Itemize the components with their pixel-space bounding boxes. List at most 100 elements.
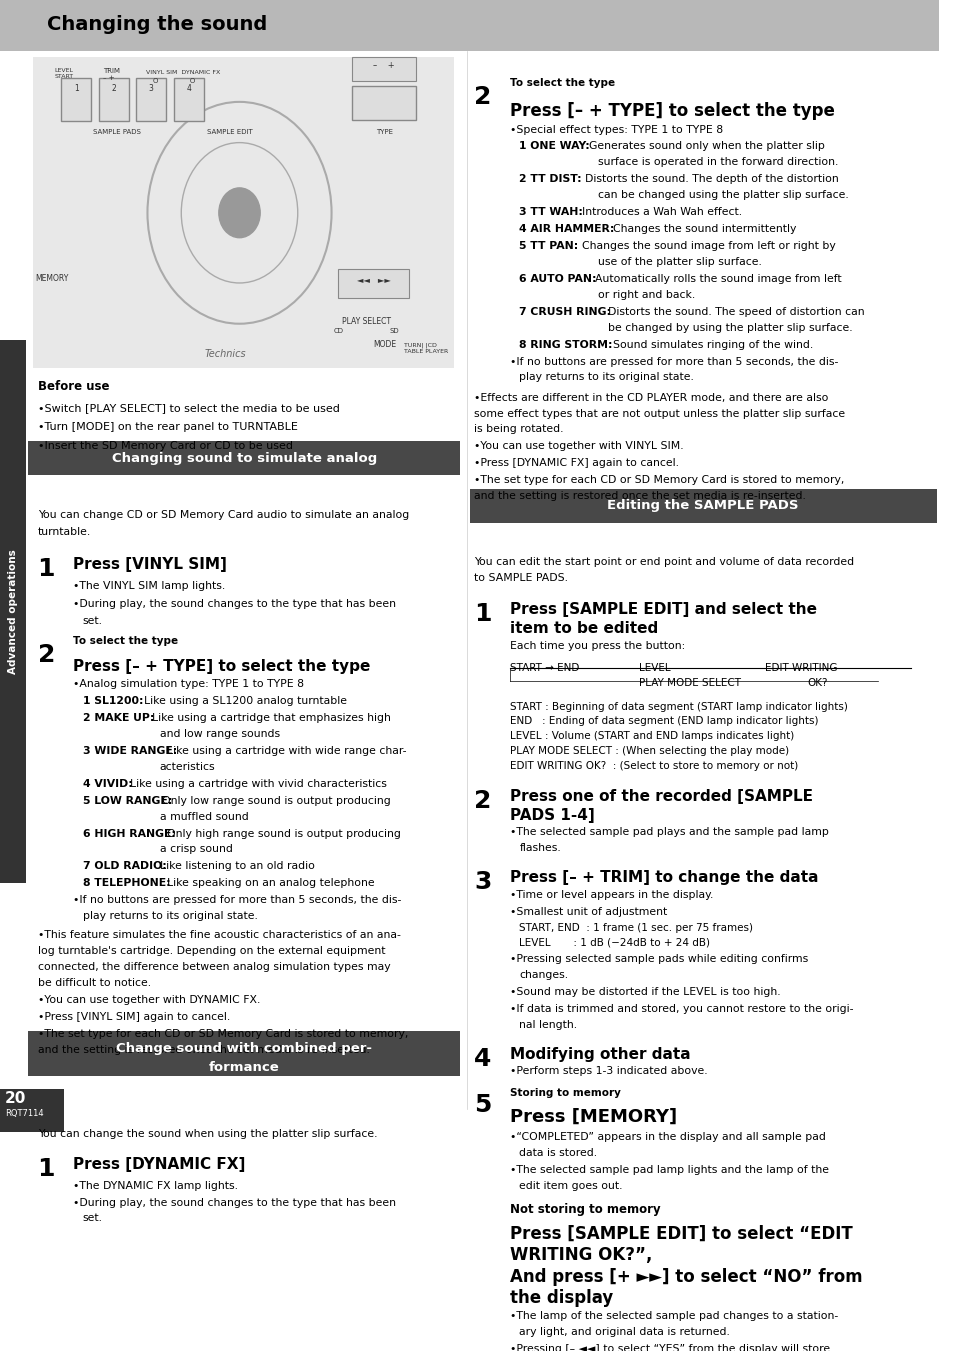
Text: 3 WIDE RANGE:: 3 WIDE RANGE: xyxy=(83,746,176,757)
FancyBboxPatch shape xyxy=(469,489,937,523)
Text: and the setting is restored once the set media is re-inserted.: and the setting is restored once the set… xyxy=(37,1044,369,1055)
Text: EDIT WRITING OK?  : (Select to store to memory or not): EDIT WRITING OK? : (Select to store to m… xyxy=(510,761,798,770)
Text: •Press [VINYL SIM] again to cancel.: •Press [VINYL SIM] again to cancel. xyxy=(37,1012,230,1021)
Text: 1 SL1200:: 1 SL1200: xyxy=(83,696,143,707)
FancyBboxPatch shape xyxy=(0,339,27,884)
Text: can be changed using the platter slip surface.: can be changed using the platter slip su… xyxy=(598,190,848,200)
Text: You can change CD or SD Memory Card audio to simulate an analog: You can change CD or SD Memory Card audi… xyxy=(37,511,409,520)
Text: set.: set. xyxy=(83,616,103,626)
Text: PADS 1-4]: PADS 1-4] xyxy=(510,808,594,823)
Text: Each time you press the button:: Each time you press the button: xyxy=(510,640,684,651)
Text: 2: 2 xyxy=(37,643,55,667)
Text: edit item goes out.: edit item goes out. xyxy=(518,1181,622,1190)
Text: •The VINYL SIM lamp lights.: •The VINYL SIM lamp lights. xyxy=(73,581,225,590)
Text: And press [+ ►►] to select “NO” from: And press [+ ►►] to select “NO” from xyxy=(510,1267,862,1286)
Text: Changes the sound image from left or right by: Changes the sound image from left or rig… xyxy=(581,240,835,251)
Text: •The selected sample pad plays and the sample pad lamp: •The selected sample pad plays and the s… xyxy=(510,827,828,838)
FancyBboxPatch shape xyxy=(0,0,939,51)
Text: a muffled sound: a muffled sound xyxy=(159,812,248,821)
Text: 1: 1 xyxy=(73,84,78,93)
FancyBboxPatch shape xyxy=(173,78,204,122)
Text: •The set type for each CD or SD Memory Card is stored to memory,: •The set type for each CD or SD Memory C… xyxy=(474,476,843,485)
Text: •During play, the sound changes to the type that has been: •During play, the sound changes to the t… xyxy=(73,1197,395,1208)
Text: MODE: MODE xyxy=(374,339,396,349)
Text: Introduces a Wah Wah effect.: Introduces a Wah Wah effect. xyxy=(581,207,741,218)
Text: MEMORY: MEMORY xyxy=(35,274,69,282)
Text: 3: 3 xyxy=(474,870,491,894)
Text: START, END  : 1 frame (1 sec. per 75 frames): START, END : 1 frame (1 sec. per 75 fram… xyxy=(518,923,753,932)
Text: Like using a cartridge with wide range char-: Like using a cartridge with wide range c… xyxy=(167,746,406,757)
Text: LEVEL
START: LEVEL START xyxy=(54,68,73,78)
Text: Changing the sound: Changing the sound xyxy=(47,15,267,34)
Text: some effect types that are not output unless the platter slip surface: some effect types that are not output un… xyxy=(474,408,844,419)
Text: CD: CD xyxy=(333,328,343,334)
Text: Like using a cartridge with vivid characteristics: Like using a cartridge with vivid charac… xyxy=(130,778,386,789)
Text: 5 TT PAN:: 5 TT PAN: xyxy=(518,240,578,251)
Text: play returns to its original state.: play returns to its original state. xyxy=(518,373,694,382)
Text: nal length.: nal length. xyxy=(518,1020,577,1029)
Text: Not storing to memory: Not storing to memory xyxy=(510,1204,659,1216)
Text: 4 VIVID:: 4 VIVID: xyxy=(83,778,132,789)
Text: START → END: START → END xyxy=(510,663,578,673)
Text: RQT7114: RQT7114 xyxy=(5,1109,43,1119)
Text: PLAY MODE SELECT: PLAY MODE SELECT xyxy=(638,678,740,688)
Text: Press [MEMORY]: Press [MEMORY] xyxy=(510,1108,677,1127)
Text: ◄◄   ►►: ◄◄ ►► xyxy=(356,276,391,285)
Text: SAMPLE EDIT: SAMPLE EDIT xyxy=(207,130,253,135)
Text: LEVEL: LEVEL xyxy=(638,663,670,673)
Text: Press [SAMPLE EDIT] to select “EDIT: Press [SAMPLE EDIT] to select “EDIT xyxy=(510,1225,852,1243)
Text: log turntable's cartridge. Depending on the external equipment: log turntable's cartridge. Depending on … xyxy=(37,946,385,957)
Text: Only low range sound is output producing: Only low range sound is output producing xyxy=(161,796,390,805)
Text: item to be edited: item to be edited xyxy=(510,621,658,636)
Text: Like listening to an old radio: Like listening to an old radio xyxy=(159,862,314,871)
Text: •Smallest unit of adjustment: •Smallest unit of adjustment xyxy=(510,907,666,917)
Text: 6 AUTO PAN:: 6 AUTO PAN: xyxy=(518,274,597,284)
Text: Like using a cartridge that emphasizes high: Like using a cartridge that emphasizes h… xyxy=(152,713,391,723)
Text: •Switch [PLAY SELECT] to select the media to be used: •Switch [PLAY SELECT] to select the medi… xyxy=(37,403,339,413)
Text: •Press [DYNAMIC FX] again to cancel.: •Press [DYNAMIC FX] again to cancel. xyxy=(474,458,679,469)
Text: Advanced operations: Advanced operations xyxy=(9,549,18,674)
Text: Storing to memory: Storing to memory xyxy=(510,1088,620,1098)
FancyBboxPatch shape xyxy=(29,442,459,476)
Text: •Pressing selected sample pads while editing confirms: •Pressing selected sample pads while edi… xyxy=(510,954,807,965)
Text: You can edit the start point or end point and volume of data recorded: You can edit the start point or end poin… xyxy=(474,557,854,567)
FancyBboxPatch shape xyxy=(352,57,416,81)
Text: 2: 2 xyxy=(112,84,116,93)
Text: VINYL SIM  DYNAMIC FX: VINYL SIM DYNAMIC FX xyxy=(146,70,219,76)
Text: START : Beginning of data segment (START lamp indicator lights): START : Beginning of data segment (START… xyxy=(510,701,847,712)
Text: changes.: changes. xyxy=(518,970,568,979)
Text: 1: 1 xyxy=(37,1156,55,1181)
FancyBboxPatch shape xyxy=(337,269,408,297)
Text: Technics: Technics xyxy=(204,349,246,358)
Text: PLAY MODE SELECT : (When selecting the play mode): PLAY MODE SELECT : (When selecting the p… xyxy=(510,746,788,757)
FancyBboxPatch shape xyxy=(32,57,454,367)
Text: surface is operated in the forward direction.: surface is operated in the forward direc… xyxy=(598,157,838,168)
Text: 5 LOW RANGE:: 5 LOW RANGE: xyxy=(83,796,172,805)
Text: •You can use together with DYNAMIC FX.: •You can use together with DYNAMIC FX. xyxy=(37,994,259,1005)
Text: set.: set. xyxy=(83,1213,103,1224)
Text: Like using a SL1200 analog turntable: Like using a SL1200 analog turntable xyxy=(144,696,346,707)
Text: Press [– + TYPE] to select the type: Press [– + TYPE] to select the type xyxy=(510,101,834,120)
Text: •The set type for each CD or SD Memory Card is stored to memory,: •The set type for each CD or SD Memory C… xyxy=(37,1029,408,1039)
Text: Distorts the sound. The depth of the distortion: Distorts the sound. The depth of the dis… xyxy=(584,174,838,184)
Text: and the setting is restored once the set media is re-inserted.: and the setting is restored once the set… xyxy=(474,492,805,501)
Text: is being rotated.: is being rotated. xyxy=(474,424,563,435)
Text: WRITING OK?”,: WRITING OK?”, xyxy=(510,1246,652,1265)
Text: •Sound may be distorted if the LEVEL is too high.: •Sound may be distorted if the LEVEL is … xyxy=(510,988,780,997)
Text: 1 ONE WAY:: 1 ONE WAY: xyxy=(518,142,590,151)
Text: Press [DYNAMIC FX]: Press [DYNAMIC FX] xyxy=(73,1156,245,1171)
Text: TURN| |CD
TABLE PLAYER: TURN| |CD TABLE PLAYER xyxy=(403,343,448,354)
Text: Distorts the sound. The speed of distortion can: Distorts the sound. The speed of distort… xyxy=(607,307,863,316)
Text: Automatically rolls the sound image from left: Automatically rolls the sound image from… xyxy=(594,274,841,284)
Text: •Pressing [– ◄◄] to select “YES” from the display will store: •Pressing [– ◄◄] to select “YES” from th… xyxy=(510,1344,829,1351)
Text: acteristics: acteristics xyxy=(159,762,215,771)
Text: Changing sound to simulate analog: Changing sound to simulate analog xyxy=(112,453,376,465)
Text: SAMPLE PADS: SAMPLE PADS xyxy=(93,130,141,135)
Text: 8 TELEPHONE:: 8 TELEPHONE: xyxy=(83,878,170,889)
Text: 3 TT WAH:: 3 TT WAH: xyxy=(518,207,582,218)
Text: Only high range sound is output producing: Only high range sound is output producin… xyxy=(167,828,400,839)
Text: Modifying other data: Modifying other data xyxy=(510,1047,690,1062)
Text: 2: 2 xyxy=(474,789,491,813)
Text: 8 RING STORM:: 8 RING STORM: xyxy=(518,339,612,350)
Text: 4: 4 xyxy=(474,1047,491,1071)
